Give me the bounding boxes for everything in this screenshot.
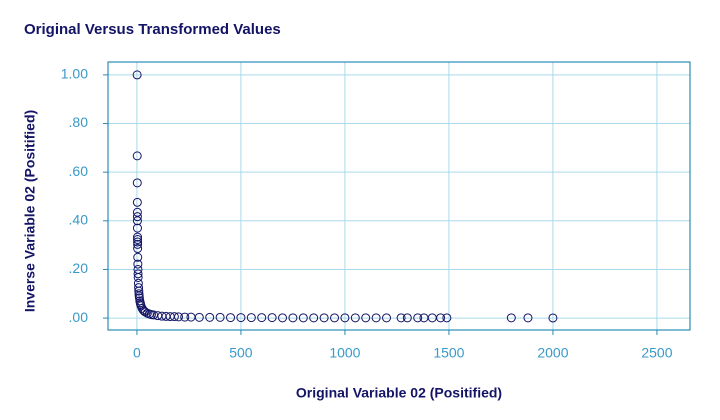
y-tick-label: 1.00 [61, 66, 88, 82]
point [186, 312, 196, 322]
point [132, 178, 142, 188]
y-axis-title: Inverse Variable 02 (Positified) [22, 110, 38, 312]
point [226, 313, 236, 323]
point [413, 313, 423, 323]
point [180, 312, 190, 322]
y-tick-label: .00 [69, 309, 89, 325]
point [288, 313, 298, 323]
point [402, 313, 412, 323]
plot-frame [107, 61, 691, 331]
y-tick-label: .20 [69, 260, 89, 276]
point [132, 70, 142, 80]
point [139, 306, 149, 316]
point [133, 252, 143, 262]
point [257, 313, 267, 323]
point [133, 232, 143, 242]
x-tick-label: 0 [133, 345, 141, 361]
y-tick-label: .40 [69, 212, 89, 228]
point [194, 312, 204, 322]
point [396, 313, 406, 323]
point [205, 312, 215, 322]
point [133, 239, 143, 249]
point [298, 313, 308, 323]
point [506, 313, 516, 323]
point [246, 313, 256, 323]
y-tick-label: .80 [69, 114, 89, 130]
point [330, 313, 340, 323]
point [134, 286, 144, 296]
x-axis-title: Original Variable 02 (Positified) [296, 385, 502, 401]
x-tick-label: 1000 [329, 345, 360, 361]
point [442, 313, 452, 323]
point [361, 313, 371, 323]
point [319, 313, 329, 323]
point [133, 235, 143, 245]
point [133, 244, 143, 254]
y-tick-label: .60 [69, 163, 89, 179]
point [174, 312, 184, 322]
point [236, 313, 246, 323]
point [133, 259, 143, 269]
point [382, 313, 392, 323]
point [267, 313, 277, 323]
x-tick-label: 500 [229, 345, 253, 361]
point [169, 312, 179, 322]
point [132, 197, 142, 207]
chart-title: Original Versus Transformed Values [24, 21, 281, 38]
point [436, 313, 446, 323]
point [215, 312, 225, 322]
point [132, 216, 142, 226]
point [132, 207, 142, 217]
point [140, 307, 150, 317]
point [340, 313, 350, 323]
point [309, 313, 319, 323]
point [132, 223, 142, 233]
point [350, 313, 360, 323]
point [132, 212, 142, 222]
point [133, 237, 143, 247]
point [371, 313, 381, 323]
point [523, 313, 533, 323]
x-tick-label: 1500 [433, 345, 464, 361]
x-tick-label: 2500 [641, 345, 672, 361]
point [133, 269, 143, 279]
point [133, 272, 143, 282]
point [278, 313, 288, 323]
x-tick-label: 2000 [537, 345, 568, 361]
point [132, 151, 142, 161]
point [548, 313, 558, 323]
